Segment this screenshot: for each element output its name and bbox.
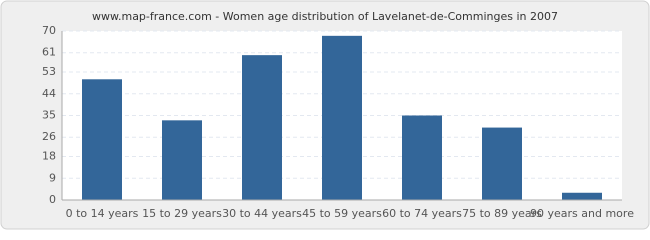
bar bbox=[242, 55, 282, 201]
bar bbox=[162, 120, 202, 200]
y-tick-label: 26 bbox=[42, 130, 56, 143]
page: www.map-france.com - Women age distribut… bbox=[0, 0, 650, 230]
y-tick-label: 18 bbox=[42, 150, 56, 163]
y-tick-label: 35 bbox=[42, 109, 56, 122]
y-tick-label: 44 bbox=[42, 87, 56, 100]
bar bbox=[322, 35, 362, 201]
y-tick-label: 53 bbox=[42, 65, 56, 78]
bar bbox=[482, 127, 522, 200]
x-tick-label: 30 to 44 years bbox=[222, 207, 302, 220]
x-tick-label: 60 to 74 years bbox=[382, 207, 462, 220]
x-tick-label: 75 to 89 years bbox=[462, 207, 542, 220]
chart: www.map-france.com - Women age distribut… bbox=[0, 0, 650, 230]
x-tick-label: 90 years and more bbox=[530, 207, 634, 220]
bar bbox=[82, 79, 122, 200]
y-tick-label: 70 bbox=[42, 24, 56, 37]
bar bbox=[402, 115, 442, 200]
y-tick-label: 9 bbox=[49, 171, 56, 184]
y-tick-label: 61 bbox=[42, 46, 56, 59]
x-tick-label: 0 to 14 years bbox=[66, 207, 139, 220]
x-tick-label: 15 to 29 years bbox=[142, 207, 222, 220]
bar bbox=[562, 192, 602, 200]
y-tick-label: 0 bbox=[49, 193, 56, 206]
chart-title: www.map-france.com - Women age distribut… bbox=[92, 10, 558, 23]
x-tick-label: 45 to 59 years bbox=[302, 207, 382, 220]
